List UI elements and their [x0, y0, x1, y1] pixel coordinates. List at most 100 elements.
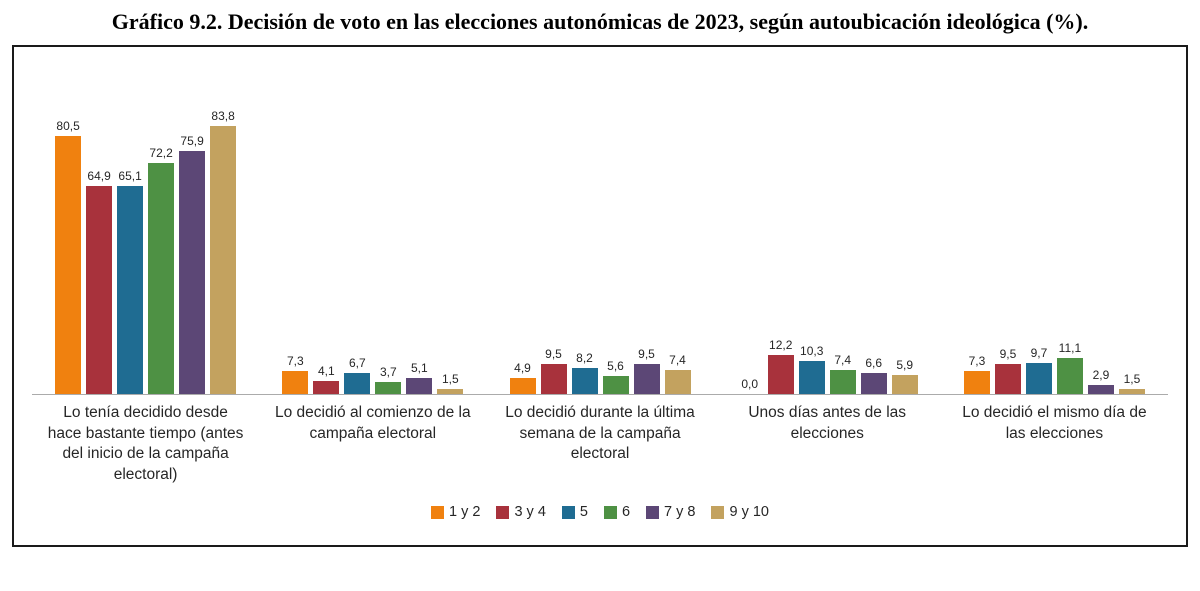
legend-label: 3 y 4 [514, 504, 546, 521]
bar-column: 3,7 [375, 73, 402, 394]
category-label: Lo tenía decidido desde hace bastante ti… [47, 403, 244, 484]
bar-column: 8,2 [571, 73, 598, 394]
bar [633, 363, 660, 394]
plot-area: 80,5 64,9 65,1 72,2 75,9 83,8 7,3 4,1 6,7 3,7 5,1 1… [32, 73, 1168, 395]
bar-value-label: 5,9 [896, 357, 914, 372]
bar-value-label: 6,6 [865, 355, 883, 370]
bar-value-label: 9,5 [638, 346, 655, 361]
bar [994, 363, 1021, 394]
legend-item: 7 y 8 [646, 504, 695, 520]
bar [798, 360, 825, 394]
bar-value-label: 11,1 [1058, 340, 1082, 355]
legend-item: 5 [561, 504, 588, 521]
bar [602, 375, 629, 394]
bar-group: 4,9 9,5 8,2 5,6 9,5 7,4 [486, 73, 713, 394]
bar-value-label: 4,1 [317, 363, 335, 378]
bar-column: 4,9 [509, 73, 536, 394]
bar-value-label: 5,1 [410, 360, 428, 375]
legend-item: 3 y 4 [496, 504, 546, 521]
bar [1056, 357, 1083, 394]
bar-column: 7,4 [664, 73, 691, 394]
bar-value-label: 7,3 [968, 353, 986, 368]
bar [767, 354, 794, 394]
bar-value-label: 2,9 [1092, 367, 1110, 382]
bar-value-label: 65,1 [118, 168, 142, 183]
bar [1025, 362, 1052, 394]
bar-value-label: 6,7 [348, 355, 366, 370]
legend-swatch-icon [711, 505, 725, 519]
bar-value-label: 3,7 [379, 364, 397, 379]
legend-swatch-icon [646, 505, 660, 519]
bar [282, 370, 309, 394]
bar-column: 10,3 [798, 73, 825, 394]
bar-value-label: 1,5 [441, 371, 459, 386]
bar-value-label: 80,5 [56, 118, 80, 133]
chart-area: 80,5 64,9 65,1 72,2 75,9 83,8 7,3 4,1 6,7 3,7 5,1 1… [12, 44, 1188, 547]
bar-column: 64,9 [86, 73, 113, 394]
bar-column: 6,7 [344, 73, 371, 394]
legend-swatch-icon [603, 505, 617, 519]
bar-group: 7,3 9,5 9,7 11,1 2,9 1,5 [941, 73, 1168, 394]
bar-column: 9,5 [633, 73, 660, 394]
bar-value-label: 0,0 [741, 376, 759, 391]
legend-item: 1 y 2 [431, 504, 480, 520]
bar-column: 5,6 [602, 73, 629, 394]
bar-column: 1,5 [437, 73, 464, 394]
bar-group: 7,3 4,1 6,7 3,7 5,1 1,5 [259, 73, 486, 394]
bar-column: 5,1 [406, 73, 433, 394]
legend-swatch-icon [431, 505, 445, 519]
bar-value-label: 7,4 [669, 352, 686, 367]
category-label: Unos días antes de las elecciones [748, 403, 907, 442]
bar [509, 377, 536, 394]
category-label: Lo decidió el mismo día de las eleccione… [962, 403, 1147, 442]
bar [313, 380, 340, 394]
bar-value-label: 64,9 [87, 168, 111, 183]
bar [55, 135, 82, 394]
bar-column: 12,2 [767, 73, 794, 394]
bar [437, 388, 464, 394]
category-label: Lo decidió al comienzo de la campaña ele… [275, 403, 471, 442]
legend: 1 y 2 3 y 4 5 6 7 y 8 9 y 10 [32, 504, 1168, 520]
bar-column: 9,7 [1025, 73, 1052, 394]
bar [891, 374, 918, 394]
legend-label: 1 y 2 [449, 504, 481, 521]
bar-column: 11,1 [1056, 73, 1083, 394]
category-axis: Lo tenía decidido desde hace bastante ti… [32, 395, 1168, 487]
bar-value-label: 83,8 [211, 108, 235, 123]
bar [117, 185, 144, 394]
bar-column: 72,2 [148, 73, 175, 394]
bar-value-label: 75,9 [180, 133, 204, 148]
bar-column: 80,5 [55, 73, 82, 394]
bar [148, 162, 175, 394]
legend-label: 7 y 8 [664, 504, 696, 521]
bar-value-label: 5,6 [607, 358, 624, 373]
bar-column: 6,6 [860, 73, 887, 394]
bar [1118, 388, 1145, 394]
bar-column: 0,0 [737, 73, 763, 394]
legend-item: 9 y 10 [711, 504, 769, 520]
bar-value-label: 72,2 [149, 145, 173, 160]
bar-value-label: 8,2 [576, 350, 593, 365]
bar [375, 381, 402, 394]
bar-column: 65,1 [117, 73, 144, 394]
legend-label: 9 y 10 [729, 504, 769, 521]
bar [571, 367, 598, 394]
category-label: Lo decidió durante la última semana de l… [505, 403, 695, 463]
bar-column: 2,9 [1087, 73, 1114, 394]
bar [344, 372, 371, 394]
bar [1087, 384, 1114, 394]
bar [210, 125, 237, 394]
bar [860, 372, 887, 394]
legend-item: 6 [603, 504, 630, 520]
bar [664, 369, 691, 394]
bar-value-label: 10,3 [800, 343, 824, 358]
bar [86, 185, 113, 394]
bar [963, 370, 990, 394]
bar-column: 4,1 [313, 73, 340, 394]
bar [406, 377, 433, 394]
legend-label: 5 [579, 504, 588, 521]
chart-title: Gráfico 9.2. Decisión de voto en las ele… [111, 9, 1089, 34]
bar-column: 83,8 [210, 73, 237, 394]
bar-column: 9,5 [994, 73, 1021, 394]
